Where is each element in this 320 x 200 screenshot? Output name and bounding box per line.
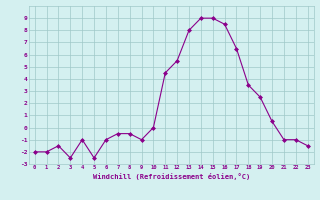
X-axis label: Windchill (Refroidissement éolien,°C): Windchill (Refroidissement éolien,°C) — [92, 173, 250, 180]
